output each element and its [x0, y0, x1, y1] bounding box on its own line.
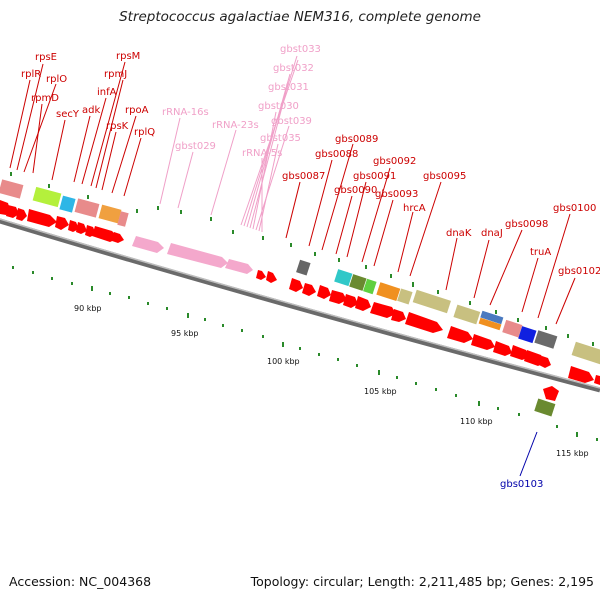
- gene-leader-lines: [9, 61, 576, 325]
- label-infA: infA: [97, 87, 117, 98]
- label-rpmD: rpmD: [31, 93, 59, 104]
- lane-ticks: [10, 172, 594, 346]
- gene-labels: rpsE rplR rplO rpmD secY adk infA rpsM r…: [21, 51, 600, 277]
- feature-gbs0103-box: [534, 398, 556, 417]
- label-hrcA: hrcA: [403, 203, 426, 214]
- label-gbs0092: gbs0092: [373, 156, 416, 167]
- label-truA: truA: [530, 247, 551, 258]
- feature-gbs0087: [296, 259, 311, 276]
- gbs0103-leader-line: [519, 431, 538, 477]
- label-gbs0087: gbs0087: [282, 171, 325, 182]
- feature-gbs0092: [376, 282, 401, 302]
- feature-gbs0098: [502, 319, 523, 338]
- feature-gbs0093: [397, 288, 413, 305]
- label-adk: adk: [82, 105, 100, 116]
- feature-rplQ: [117, 211, 129, 227]
- feature-gbs0102: [571, 341, 600, 365]
- label-gbst032: gbst032: [273, 63, 314, 74]
- feature-dnaK: [480, 310, 504, 325]
- label-dnaJ: dnaJ: [481, 228, 503, 239]
- label-gbs0102: gbs0102: [558, 266, 600, 277]
- scale-label-105: 105 kbp: [364, 387, 397, 396]
- feature-dnaJ: [478, 317, 502, 331]
- label-gbs0088: gbs0088: [315, 149, 358, 160]
- label-rpsE: rpsE: [35, 52, 57, 63]
- feature-gbs0090: [349, 274, 367, 291]
- label-rpsM: rpsM: [116, 51, 140, 62]
- rna-labels: rRNA-16s gbst029 rRNA-23s gbst033 gbst03…: [162, 44, 321, 159]
- feature-truA: [518, 326, 537, 344]
- label-rpmJ: rpmJ: [104, 69, 127, 80]
- label-gbs0100: gbs0100: [553, 203, 596, 214]
- scale-label-90: 90 kbp: [74, 304, 102, 313]
- feature-secY: [32, 186, 62, 208]
- label-rRNA-23s: rRNA-23s: [212, 120, 259, 131]
- label-gbs0089: gbs0089: [335, 134, 378, 145]
- gene-arrows: [0, 200, 600, 401]
- label-rpoA: rpoA: [125, 105, 149, 116]
- feature-boxes: [0, 179, 600, 417]
- label-dnaK: dnaK: [446, 228, 472, 239]
- accession-label: Accession: NC_004368: [9, 574, 152, 589]
- scale-label-110: 110 kbp: [460, 417, 493, 426]
- feature-hrcA: [412, 289, 451, 314]
- label-gbst029: gbst029: [175, 141, 216, 152]
- scale-label-115: 115 kbp: [556, 449, 589, 458]
- label-gbs0095: gbs0095: [423, 171, 466, 182]
- label-gbst030: gbst030: [258, 101, 299, 112]
- label-rplQ: rplQ: [134, 127, 155, 138]
- label-gbs0090: gbs0090: [334, 185, 377, 196]
- rrna-arrows: [132, 236, 253, 274]
- label-gbst033: gbst033: [280, 44, 321, 55]
- label-rRNA-16s: rRNA-16s: [162, 107, 209, 118]
- feature-gbs0089: [334, 269, 353, 287]
- scale-ticks: [12, 266, 598, 441]
- genome-backbone-highlight: [0, 218, 600, 389]
- feature-infA: [74, 198, 100, 218]
- label-gbs0098: gbs0098: [505, 219, 548, 230]
- label-rRNA-5s: rRNA-5s: [242, 148, 282, 159]
- label-gbst035: gbst035: [260, 133, 301, 144]
- label-gbs0091: gbs0091: [353, 171, 396, 182]
- label-rpsK: rpsK: [106, 121, 129, 132]
- feature-gbs0091: [363, 278, 377, 295]
- feature-adk: [59, 195, 76, 213]
- label-gbs0103: gbs0103: [500, 479, 543, 490]
- rna-leader-lines: [159, 55, 299, 232]
- feature-rplR: [0, 179, 24, 199]
- label-rplO: rplO: [46, 74, 67, 85]
- label-rplR: rplR: [21, 69, 41, 80]
- feature-gbs0100: [534, 330, 558, 349]
- feature-gbs0095: [453, 304, 481, 325]
- feature-rpoA: [98, 204, 122, 224]
- label-secY: secY: [56, 109, 80, 120]
- map-title: Streptococcus agalactiae NEM316, complet…: [119, 9, 481, 25]
- label-gbst039: gbst039: [271, 116, 312, 127]
- genome-summary: Topology: circular; Length: 2,211,485 bp…: [250, 574, 594, 589]
- label-gbst031: gbst031: [268, 82, 309, 93]
- genome-backbone: [0, 218, 600, 393]
- label-gbs0093: gbs0093: [375, 189, 418, 200]
- scale-label-100: 100 kbp: [267, 357, 300, 366]
- scale-label-95: 95 kbp: [171, 329, 199, 338]
